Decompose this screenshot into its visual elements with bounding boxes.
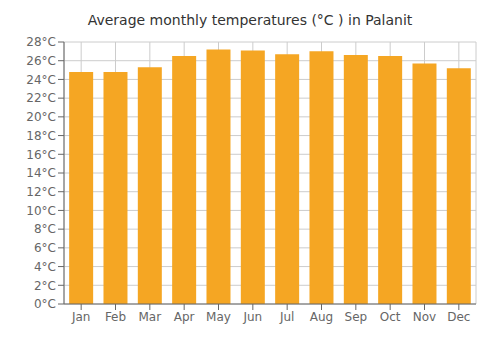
svg-text:8°C: 8°C (34, 222, 56, 236)
svg-text:24°C: 24°C (26, 73, 56, 87)
svg-text:Feb: Feb (105, 310, 126, 324)
svg-text:Jul: Jul (279, 310, 294, 324)
svg-text:Oct: Oct (380, 310, 401, 324)
svg-text:Jan: Jan (71, 310, 91, 324)
svg-text:4°C: 4°C (34, 260, 56, 274)
svg-text:2°C: 2°C (34, 279, 56, 293)
svg-text:10°C: 10°C (26, 204, 56, 218)
svg-text:Jun: Jun (242, 310, 262, 324)
svg-text:14°C: 14°C (26, 166, 56, 180)
svg-text:20°C: 20°C (26, 110, 56, 124)
svg-text:Apr: Apr (174, 310, 195, 324)
svg-text:6°C: 6°C (34, 241, 56, 255)
svg-text:Aug: Aug (310, 310, 333, 324)
svg-text:Sep: Sep (345, 310, 368, 324)
svg-text:26°C: 26°C (26, 54, 56, 68)
svg-text:12°C: 12°C (26, 185, 56, 199)
svg-text:Mar: Mar (139, 310, 162, 324)
svg-text:22°C: 22°C (26, 91, 56, 105)
svg-text:16°C: 16°C (26, 148, 56, 162)
svg-text:0°C: 0°C (34, 297, 56, 311)
svg-text:18°C: 18°C (26, 129, 56, 143)
svg-text:28°C: 28°C (26, 35, 56, 49)
svg-text:Nov: Nov (413, 310, 436, 324)
svg-text:Dec: Dec (447, 310, 470, 324)
html-text:Average monthly temperatures (: Average monthly temperatures (°C ) in Pa… (87, 12, 413, 28)
svg-text:May: May (206, 310, 231, 324)
